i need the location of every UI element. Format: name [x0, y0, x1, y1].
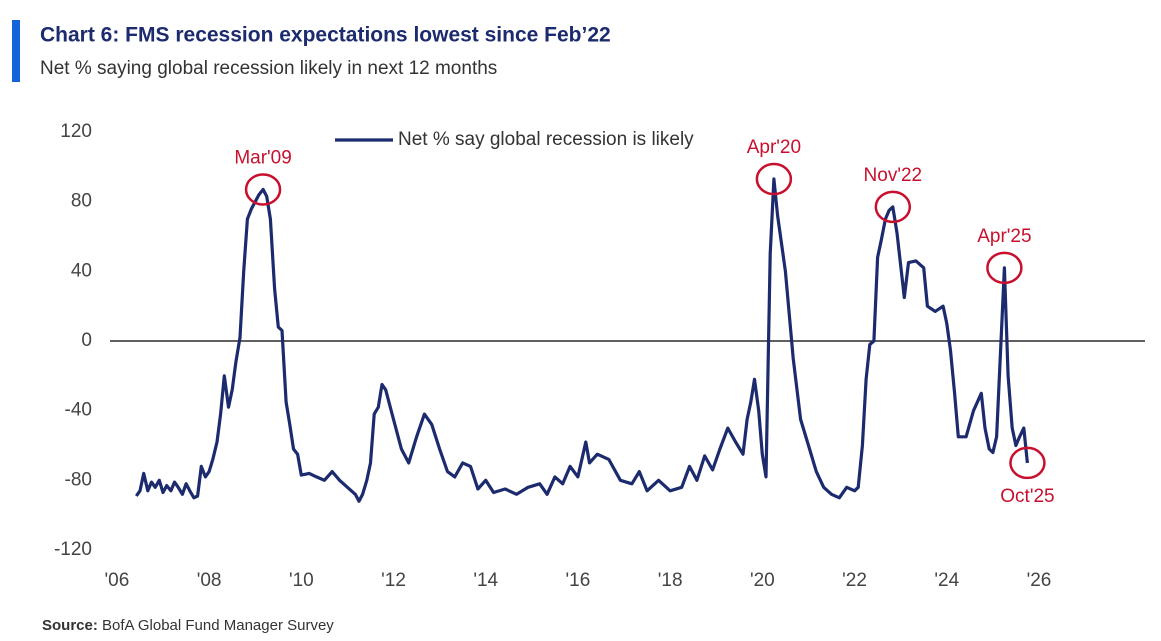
y-tick-label: -40 [65, 400, 92, 421]
x-tick-label: '24 [934, 570, 959, 591]
y-tick-label: 40 [71, 260, 92, 281]
source-text: BofA Global Fund Manager Survey [102, 617, 334, 634]
annotation-label: Apr'20 [747, 137, 801, 158]
annotation-circle [986, 251, 1023, 285]
y-tick-label: -120 [54, 539, 92, 560]
annotation-circle [874, 190, 912, 224]
x-tick-label: '26 [1027, 570, 1052, 591]
x-tick-label: '14 [473, 570, 498, 591]
annotation-circle [755, 162, 793, 196]
y-tick-label: 80 [71, 191, 92, 212]
x-tick-label: '18 [658, 570, 683, 591]
title-accent [12, 20, 20, 82]
x-tick-label: '08 [197, 570, 222, 591]
y-tick-label: 0 [81, 330, 92, 351]
x-tick-label: '22 [842, 570, 867, 591]
annotation-label: Nov'22 [864, 165, 923, 186]
annotation-label: Oct'25 [1000, 486, 1054, 507]
annotation-label: Mar'09 [234, 147, 291, 168]
source-label: Source: [42, 617, 98, 634]
y-tick-label: 120 [60, 121, 92, 142]
y-tick-label: -80 [65, 469, 92, 490]
legend-label: Net % say global recession is likely [398, 129, 694, 150]
annotation-circle [244, 173, 282, 206]
annotation-circle [1009, 446, 1046, 480]
chart-title: Chart 6: FMS recession expectations lowe… [40, 24, 611, 47]
x-tick-label: '12 [381, 570, 406, 591]
x-tick-label: '16 [566, 570, 591, 591]
series-line [134, 177, 1029, 503]
x-tick-label: '20 [750, 570, 775, 591]
x-tick-label: '10 [289, 570, 314, 591]
x-tick-label: '06 [105, 570, 130, 591]
annotation-label: Apr'25 [977, 226, 1031, 247]
chart-subtitle: Net % saying global recession likely in … [40, 58, 497, 79]
